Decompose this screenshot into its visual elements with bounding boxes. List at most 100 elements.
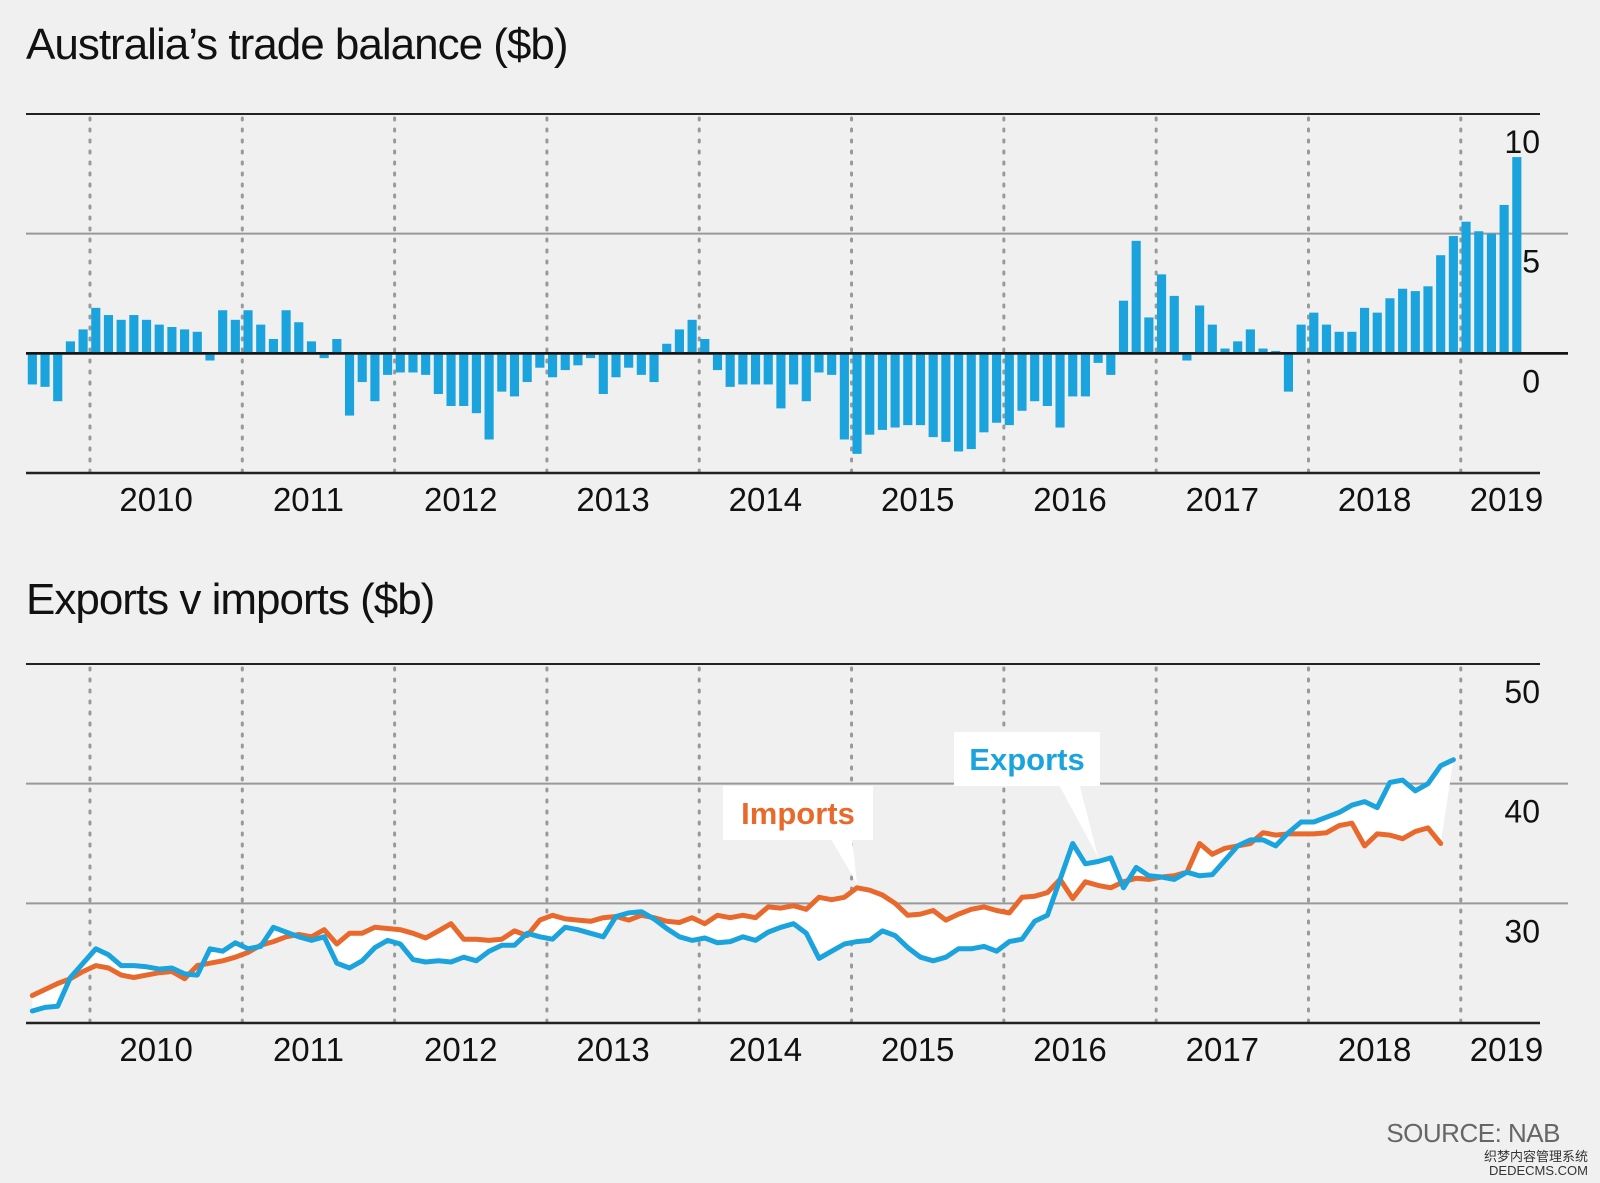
- x-tick-2017: 2017: [1186, 1031, 1259, 1068]
- balance-bar-50: [662, 343, 672, 354]
- balance-bar-57: [750, 353, 761, 385]
- balance-bar-59: [776, 353, 786, 409]
- balance-bar-102: [1321, 324, 1332, 354]
- balance-bar-67: [877, 353, 887, 430]
- annotation-box-imports: [723, 786, 873, 840]
- balance-bar-30: [408, 353, 418, 373]
- watermark: 织梦内容管理系统 DEDECMS.COM: [1484, 1150, 1588, 1178]
- y-tick-40: 40: [1504, 794, 1540, 830]
- balance-bar-66: [865, 353, 875, 435]
- balance-bar-13: [192, 331, 202, 354]
- x-tick-2015: 2015: [881, 1031, 954, 1068]
- x-tick-2018: 2018: [1338, 1031, 1411, 1068]
- balance-bar-24: [332, 338, 342, 354]
- trade-balance-title: Australia’s trade balance ($b): [26, 20, 569, 69]
- balance-bar-63: [827, 353, 837, 375]
- balance-bar-15: [218, 310, 228, 354]
- balance-bar-58: [763, 353, 773, 385]
- balance-bar-97: [1258, 348, 1268, 354]
- balance-bar-69: [903, 353, 913, 426]
- balance-bar-84: [1093, 353, 1103, 363]
- y-tick-50: 50: [1504, 674, 1540, 710]
- balance-bar-114: [1474, 231, 1484, 354]
- exports-imports-chart: 50 40 30 2010 2011 2012 2013 2014 2015 2016 2017 20…: [26, 663, 1568, 1068]
- balance-bar-83: [1080, 353, 1090, 397]
- balance-bar-68: [890, 353, 900, 428]
- x-tick-2013: 2013: [576, 1031, 649, 1068]
- balance-bar-7: [116, 319, 126, 354]
- balance-bar-31: [421, 353, 431, 375]
- annotation-box-exports: [954, 732, 1100, 786]
- x-tick-2018: 2018: [1338, 481, 1411, 518]
- balance-bar-81: [1055, 353, 1065, 428]
- balance-bar-32: [433, 353, 443, 395]
- source-note: SOURCE: NAB: [1386, 1118, 1560, 1148]
- balance-bar-93: [1207, 324, 1217, 354]
- balance-bar-64: [839, 353, 849, 440]
- annotation-label-imports: Imports: [741, 796, 855, 831]
- balance-bar-39: [522, 353, 532, 383]
- balance-bar-65: [852, 353, 862, 454]
- balance-bar-8: [129, 315, 139, 354]
- balance-bar-74: [966, 353, 976, 450]
- exports-imports-title: Exports v imports ($b): [26, 575, 435, 624]
- balance-bar-14: [205, 353, 215, 361]
- balance-bar-23: [319, 353, 329, 359]
- balance-bar-88: [1144, 317, 1154, 354]
- balance-bar-115: [1486, 233, 1497, 354]
- x-tick-2015: 2015: [881, 481, 954, 518]
- balance-bar-55: [725, 353, 735, 387]
- x-tick-2014: 2014: [729, 481, 802, 518]
- x-tick-2012: 2012: [424, 481, 497, 518]
- balance-bar-80: [1042, 353, 1052, 406]
- balance-bar-34: [459, 353, 469, 406]
- balance-bar-6: [103, 315, 114, 354]
- balance-bar-103: [1334, 331, 1344, 354]
- balance-bar-54: [712, 353, 723, 371]
- x-tick-2019: 2019: [1470, 481, 1543, 518]
- y-tick-10: 10: [1504, 124, 1540, 160]
- balance-bar-43: [573, 353, 583, 366]
- balance-bar-3: [65, 341, 75, 354]
- balance-bar-107: [1385, 298, 1395, 354]
- balance-bar-27: [370, 353, 380, 402]
- balance-bar-1: [40, 353, 50, 387]
- x-tick-2013: 2013: [576, 481, 649, 518]
- balance-bar-40: [535, 353, 545, 368]
- watermark-line-1: 织梦内容管理系统: [1483, 1149, 1588, 1164]
- balance-bar-48: [636, 353, 646, 375]
- balance-bar-71: [928, 353, 938, 438]
- x-tick-2011: 2011: [273, 481, 344, 518]
- y-tick-5: 5: [1522, 244, 1540, 280]
- x-tick-2016: 2016: [1033, 1031, 1106, 1068]
- balance-bar-41: [547, 353, 558, 378]
- balance-bar-112: [1448, 236, 1458, 354]
- balance-bar-85: [1106, 353, 1116, 375]
- balance-bar-56: [738, 353, 748, 385]
- balance-bar-110: [1423, 286, 1433, 354]
- balance-bar-90: [1169, 295, 1179, 354]
- balance-bar-52: [687, 319, 697, 354]
- balance-bar-20: [281, 310, 291, 354]
- balance-bar-60: [789, 353, 799, 385]
- balance-bar-82: [1068, 353, 1078, 397]
- annotation-label-exports: Exports: [969, 742, 1084, 777]
- balance-bar-53: [700, 338, 710, 354]
- balance-bar-21: [294, 322, 304, 354]
- balance-bar-95: [1233, 341, 1243, 354]
- balance-bar-9: [141, 319, 152, 354]
- balance-bar-33: [446, 353, 456, 406]
- balance-bar-111: [1436, 255, 1446, 354]
- annotation-pointer-exports: [1059, 785, 1099, 858]
- balance-bar-25: [344, 353, 355, 416]
- x-tick-2016: 2016: [1033, 481, 1106, 518]
- balance-bar-12: [180, 329, 190, 354]
- balance-bar-35: [471, 353, 481, 414]
- balance-bar-19: [268, 338, 278, 354]
- y-tick-0: 0: [1522, 363, 1540, 399]
- x-tick-2014: 2014: [729, 1031, 802, 1068]
- balance-bar-79: [1030, 353, 1040, 402]
- balance-bar-70: [915, 353, 926, 426]
- balance-bar-11: [167, 327, 177, 354]
- balance-bar-91: [1182, 353, 1192, 361]
